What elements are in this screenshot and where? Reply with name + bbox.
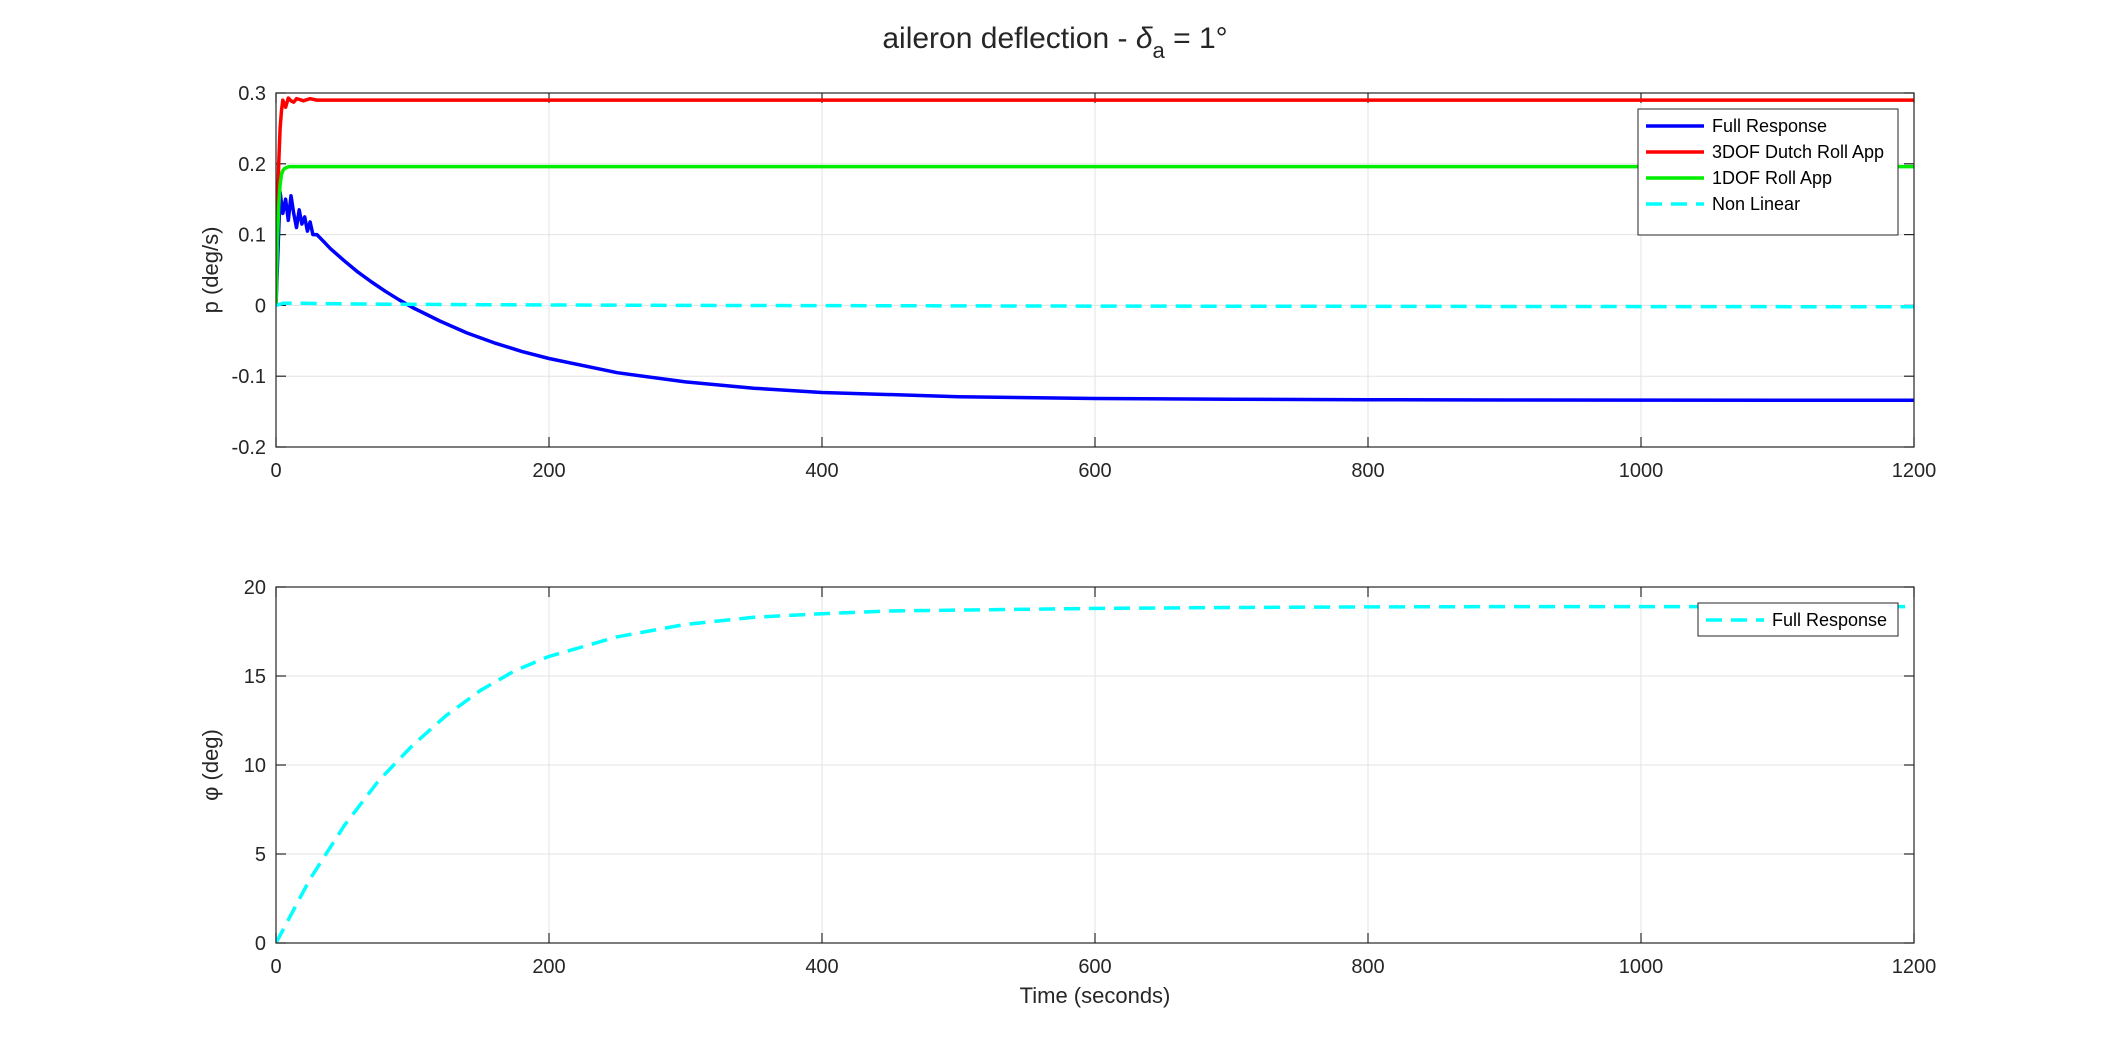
axes-box xyxy=(275,92,1915,448)
x-tick-label: 0 xyxy=(270,956,281,978)
y-tick-label: 0.3 xyxy=(238,83,266,105)
x-tick-label: 1000 xyxy=(1619,956,1664,978)
y-tick-label: -0.2 xyxy=(232,437,266,459)
y-tick-label: 5 xyxy=(255,844,266,866)
legend-box xyxy=(1637,108,1899,236)
y-tick-label: 0.1 xyxy=(238,225,266,247)
axes-box xyxy=(275,586,1915,944)
y-tick-label: 15 xyxy=(244,666,266,688)
x-axis-label: Time (seconds) xyxy=(1020,983,1171,1008)
legend-entry: Non Linear xyxy=(1712,194,1800,214)
legend-entry: 3DOF Dutch Roll App xyxy=(1712,142,1884,162)
series-line-3dof-dutch-roll-app xyxy=(276,96,1914,306)
x-tick-label: 800 xyxy=(1351,460,1384,482)
y-tick-label: 0 xyxy=(255,295,266,317)
legend-entry: Full Response xyxy=(1712,116,1827,136)
x-tick-label: 400 xyxy=(805,460,838,482)
legend-entry: Full Response xyxy=(1772,610,1887,630)
series-line-full-response xyxy=(276,604,1914,943)
x-tick-label: 1000 xyxy=(1619,460,1664,482)
series-line-non-linear xyxy=(276,301,1914,309)
x-tick-label: 400 xyxy=(805,956,838,978)
y-axis-label: p (deg/s) xyxy=(198,227,223,314)
x-tick-label: 200 xyxy=(532,956,565,978)
legend-bank-angle: Full Response xyxy=(1697,602,1899,637)
y-tick-label: 0.2 xyxy=(238,154,266,176)
legend-entry: 1DOF Roll App xyxy=(1712,168,1832,188)
legend-roll-rate: Full Response 3DOF Dutch Roll App 1DOF Rol… xyxy=(1637,108,1899,236)
x-tick-label: 800 xyxy=(1351,956,1384,978)
x-tick-label: 600 xyxy=(1078,956,1111,978)
x-tick-label: 1200 xyxy=(1892,460,1937,482)
x-tick-label: 600 xyxy=(1078,460,1111,482)
bank-angle-subplot: 0 200 400 600 800 1000 1200 0 5 10 15 20 φ (deg) Time… xyxy=(198,577,1936,1008)
series-line-full-response xyxy=(276,190,1914,403)
x-tick-label: 1200 xyxy=(1892,956,1937,978)
x-tick-label: 200 xyxy=(532,460,565,482)
y-tick-label: 0 xyxy=(255,933,266,955)
y-tick-label: -0.1 xyxy=(232,366,266,388)
series-group xyxy=(276,604,1914,943)
y-axis-label: φ (deg) xyxy=(198,729,223,801)
roll-rate-subplot: 0 200 400 600 800 1000 1200 -0.2 -0.1 0 0.1 0.2 0.3 p… xyxy=(198,83,1936,482)
x-tick-label: 0 xyxy=(270,460,281,482)
y-tick-label: 10 xyxy=(244,755,266,777)
y-tick-label: 20 xyxy=(244,577,266,599)
figure-title: aileron deflection - δa = 1° xyxy=(882,22,1227,63)
series-line-1dof-roll-app xyxy=(276,164,1914,306)
series-group xyxy=(276,96,1914,403)
